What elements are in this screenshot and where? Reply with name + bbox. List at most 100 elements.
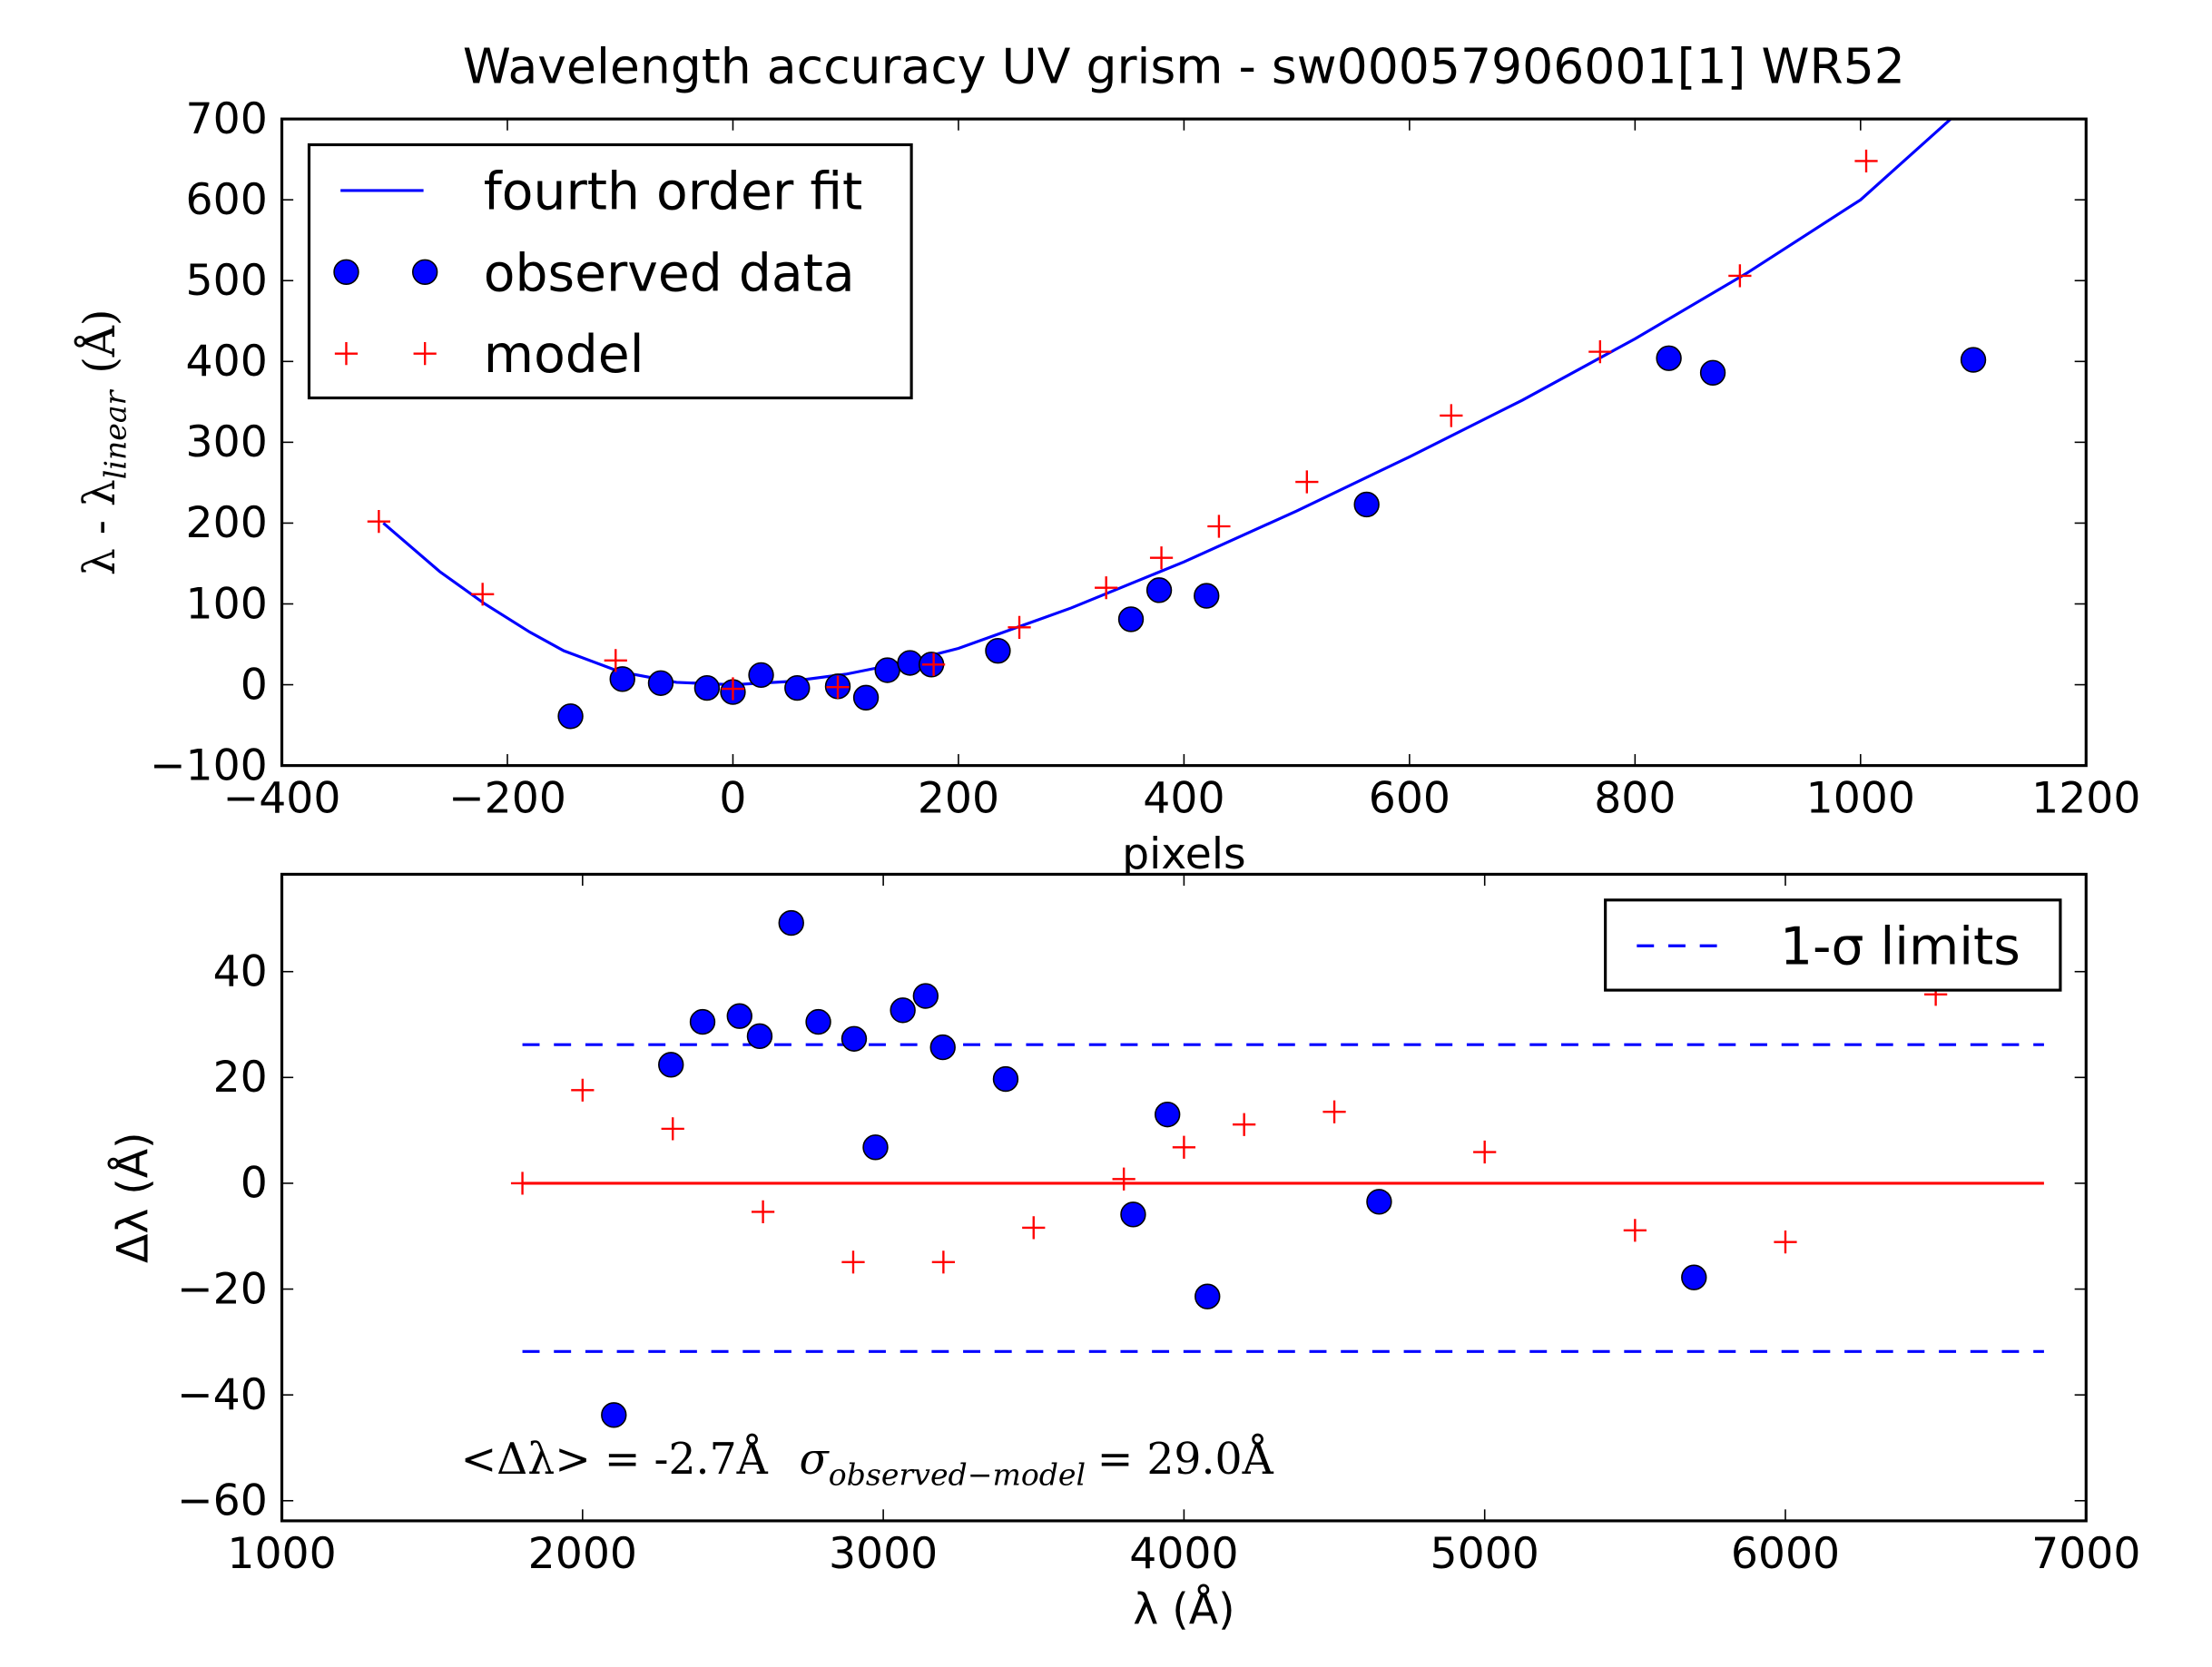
y-tick-label: −40 [177, 1370, 268, 1420]
circle-marker [992, 1065, 1019, 1093]
annotation-sigma-value: = 29.0Å [1097, 1434, 1274, 1485]
y-tick-label: −100 [150, 740, 268, 790]
plus-marker [661, 1117, 684, 1141]
plus-marker [1295, 470, 1319, 494]
circle-marker [1366, 1189, 1392, 1215]
plus-marker [1149, 546, 1174, 570]
x-tick-label: 200 [918, 774, 999, 824]
plot-frame [280, 117, 2088, 768]
y-axis-label-subscript: linear [98, 388, 133, 479]
circle-marker [929, 1034, 956, 1061]
x-tick-label: 3000 [829, 1529, 938, 1579]
plus-marker [1233, 1113, 1256, 1136]
circle-marker [912, 983, 939, 1009]
y-tick-label: 500 [186, 256, 268, 306]
y-tick-label: 400 [186, 337, 268, 387]
plus-marker [1022, 1216, 1046, 1240]
plot-frame [280, 872, 2088, 1523]
plus-marker [721, 677, 745, 701]
x-tick-label: 800 [1594, 774, 1676, 824]
plus-marker [1728, 264, 1752, 288]
plus-marker [1440, 404, 1463, 427]
plus-marker [571, 1078, 595, 1102]
x-tick-label: 4000 [1129, 1529, 1238, 1579]
y-axis-label-text: λ - λ [75, 479, 125, 575]
plus-marker [1473, 1140, 1497, 1164]
plus-marker [1774, 1231, 1797, 1254]
x-tick-label: 0 [719, 774, 746, 824]
circle-marker [1353, 491, 1380, 518]
legend-label: 1-σ limits [1780, 917, 2020, 977]
annotation-sigma: σ [799, 1435, 830, 1485]
x-tick-label: −400 [223, 774, 341, 824]
circle-marker [748, 662, 774, 689]
plus-marker [1623, 1219, 1647, 1242]
plus-marker [604, 649, 627, 672]
x-tick-label: 6000 [1731, 1529, 1840, 1579]
y-tick-label: 0 [241, 660, 268, 710]
legend-swatch [333, 259, 359, 285]
circle-marker [1117, 606, 1145, 632]
plus-marker [1207, 515, 1231, 538]
x-tick-label: 1200 [2031, 774, 2140, 824]
plus-marker [510, 1172, 535, 1195]
annotation-sigma-subscript: observed−model [829, 1457, 1086, 1493]
circle-marker [726, 1003, 752, 1029]
legend-label: fourth order fit [484, 162, 863, 221]
y-axis-label-unit: (Å) [74, 309, 125, 374]
circle-marker [1145, 577, 1173, 603]
x-axis-label: λ (Å) [1133, 1583, 1234, 1634]
circle-marker [1155, 1101, 1181, 1128]
circle-marker [985, 637, 1011, 664]
x-tick-label: 5000 [1430, 1529, 1539, 1579]
circle-marker [1699, 359, 1726, 386]
circle-marker [1194, 583, 1220, 609]
legend-label: model [484, 325, 644, 385]
plus-marker [1854, 149, 1878, 173]
plus-marker [471, 583, 495, 606]
y-axis-label: Δλ (Å) [106, 1132, 158, 1263]
circle-marker [1656, 345, 1682, 371]
plus-marker [1112, 1167, 1135, 1191]
y-tick-label: 300 [186, 417, 268, 467]
circle-marker [1194, 1283, 1221, 1309]
y-tick-label: −60 [177, 1476, 268, 1526]
x-tick-label: 1000 [1806, 774, 1915, 824]
circle-marker [784, 674, 811, 701]
y-tick-label: 200 [186, 498, 268, 548]
plus-marker [841, 1250, 865, 1274]
annotation: <Δλ> = -2.7Å σobserved−model = 29.0Å [461, 1434, 1274, 1493]
circle-marker [1960, 347, 1987, 373]
plus-marker [1322, 1100, 1346, 1123]
plus-marker [1095, 576, 1118, 600]
plus-marker [921, 652, 946, 676]
y-axis-label: λ - λlinear (Å) [74, 309, 133, 575]
plot-marks [522, 1043, 2044, 1353]
x-tick-label: −200 [448, 774, 566, 824]
circle-marker [658, 1052, 684, 1078]
x-tick-label: 2000 [528, 1529, 637, 1579]
y-tick-label: 20 [213, 1053, 268, 1103]
circle-marker [689, 1008, 716, 1035]
y-tick-label: 0 [241, 1159, 268, 1209]
y-tick-label: −20 [177, 1264, 268, 1314]
circle-marker [890, 997, 916, 1024]
circle-marker [601, 1402, 627, 1428]
circle-marker [778, 909, 804, 936]
x-tick-label: 7000 [2031, 1529, 2140, 1579]
legend-swatch [334, 342, 359, 366]
x-axis-label: pixels [1122, 829, 1246, 879]
circle-marker [609, 666, 635, 692]
circle-marker [1681, 1264, 1707, 1290]
x-tick-label: 400 [1143, 774, 1224, 824]
circle-marker [693, 674, 721, 701]
circle-marker [874, 657, 900, 683]
chart-title: Wavelength accuracy UV grism - sw0005790… [463, 38, 1905, 95]
circle-marker [805, 1008, 831, 1035]
circle-marker [557, 703, 584, 730]
annotation-mean: <Δλ> = -2.7Å [461, 1434, 769, 1485]
circle-marker [746, 1023, 773, 1050]
y-tick-label: 40 [213, 946, 268, 996]
